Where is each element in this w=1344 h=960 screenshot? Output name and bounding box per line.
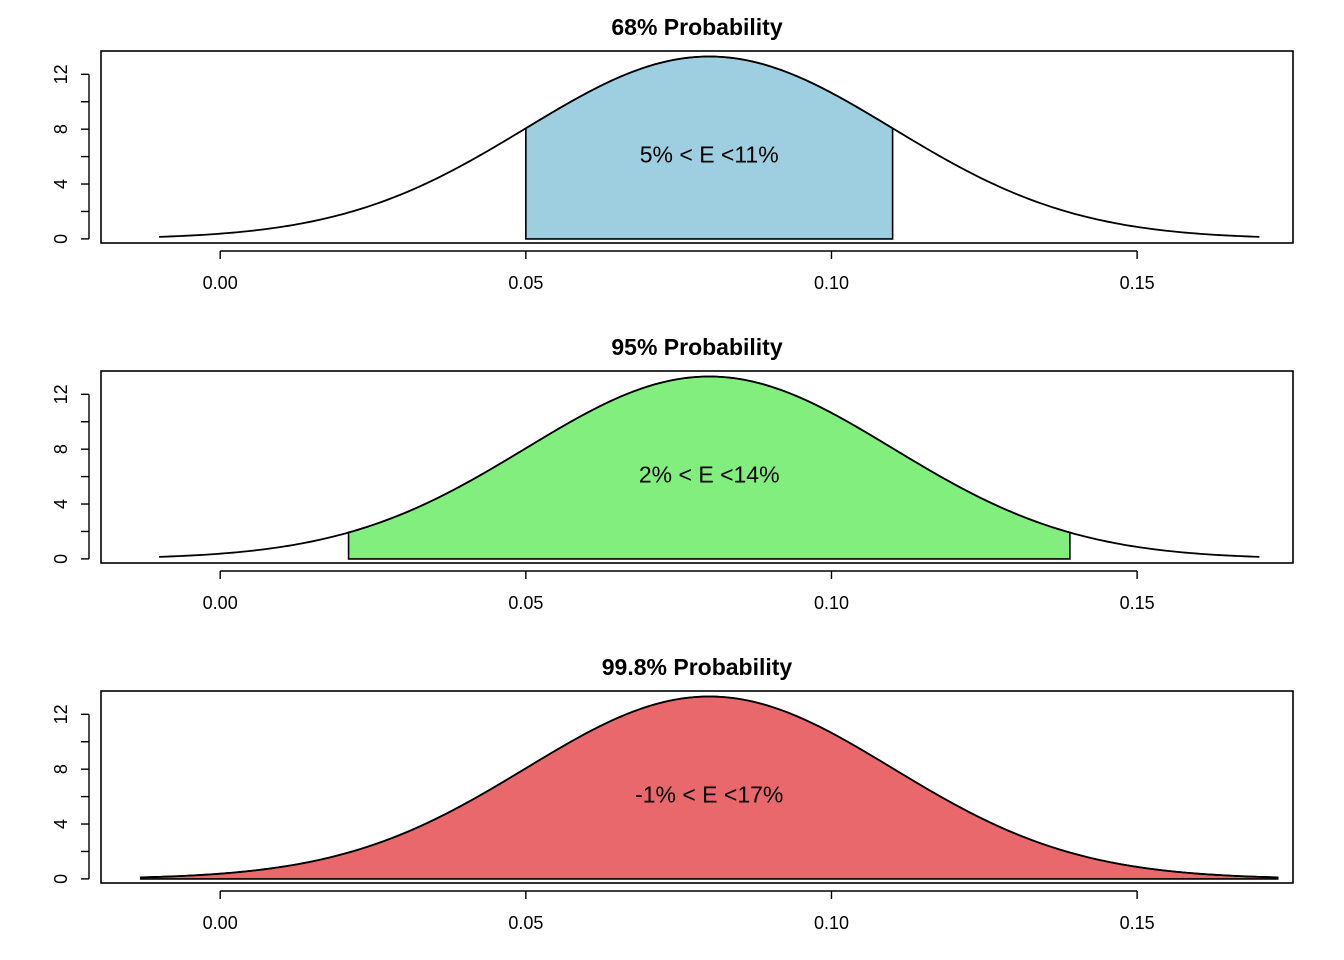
x-tick-label: 0.00 <box>203 273 238 293</box>
y-tick-label: 12 <box>51 64 71 84</box>
x-tick-label: 0.00 <box>203 593 238 613</box>
x-tick-label: 0.05 <box>508 913 543 933</box>
chart-title: 68% Probability <box>611 14 782 40</box>
density-curve <box>159 375 1260 558</box>
chart-panel-3: 99.8% Probability -1% < E <17% 0.00 0.05 0.1… <box>51 654 1294 933</box>
chart-panel-2: 95% Probability 2% < E <14% 0.00 0.05 0.10 0.… <box>51 334 1294 613</box>
density-curve <box>159 55 1260 238</box>
y-tick-label: 12 <box>51 704 71 724</box>
x-tick-label: 0.05 <box>508 593 543 613</box>
density-curve <box>140 695 1278 879</box>
x-tick-label: 0.00 <box>203 913 238 933</box>
interval-annotation: -1% < E <17% <box>635 782 783 808</box>
chart-panel-1: 68% Probability 5% < E <11% 0.00 0.05 0.10 0.… <box>51 14 1294 293</box>
x-tick-label: 0.15 <box>1120 913 1155 933</box>
chart-title: 99.8% Probability <box>602 654 793 680</box>
x-tick-label: 0.15 <box>1120 273 1155 293</box>
x-tick-label: 0.10 <box>814 913 849 933</box>
y-tick-label: 4 <box>51 819 71 829</box>
y-tick-label: 8 <box>51 124 71 134</box>
plot-frame <box>100 50 1294 244</box>
chart-title: 95% Probability <box>611 334 782 360</box>
interval-annotation: 2% < E <14% <box>639 462 780 488</box>
plot-frame <box>100 690 1294 884</box>
y-tick-label: 0 <box>51 234 71 244</box>
y-tick-label: 0 <box>51 874 71 884</box>
x-tick-label: 0.10 <box>814 593 849 613</box>
y-tick-label: 12 <box>51 384 71 404</box>
interval-annotation: 5% < E <11% <box>640 142 779 168</box>
y-tick-label: 4 <box>51 179 71 189</box>
x-tick-label: 0.05 <box>508 273 543 293</box>
x-tick-label: 0.15 <box>1120 593 1155 613</box>
y-tick-label: 8 <box>51 764 71 774</box>
plot-frame <box>100 370 1294 564</box>
y-tick-label: 8 <box>51 444 71 454</box>
y-tick-label: 0 <box>51 554 71 564</box>
x-tick-label: 0.10 <box>814 273 849 293</box>
y-tick-label: 4 <box>51 499 71 509</box>
